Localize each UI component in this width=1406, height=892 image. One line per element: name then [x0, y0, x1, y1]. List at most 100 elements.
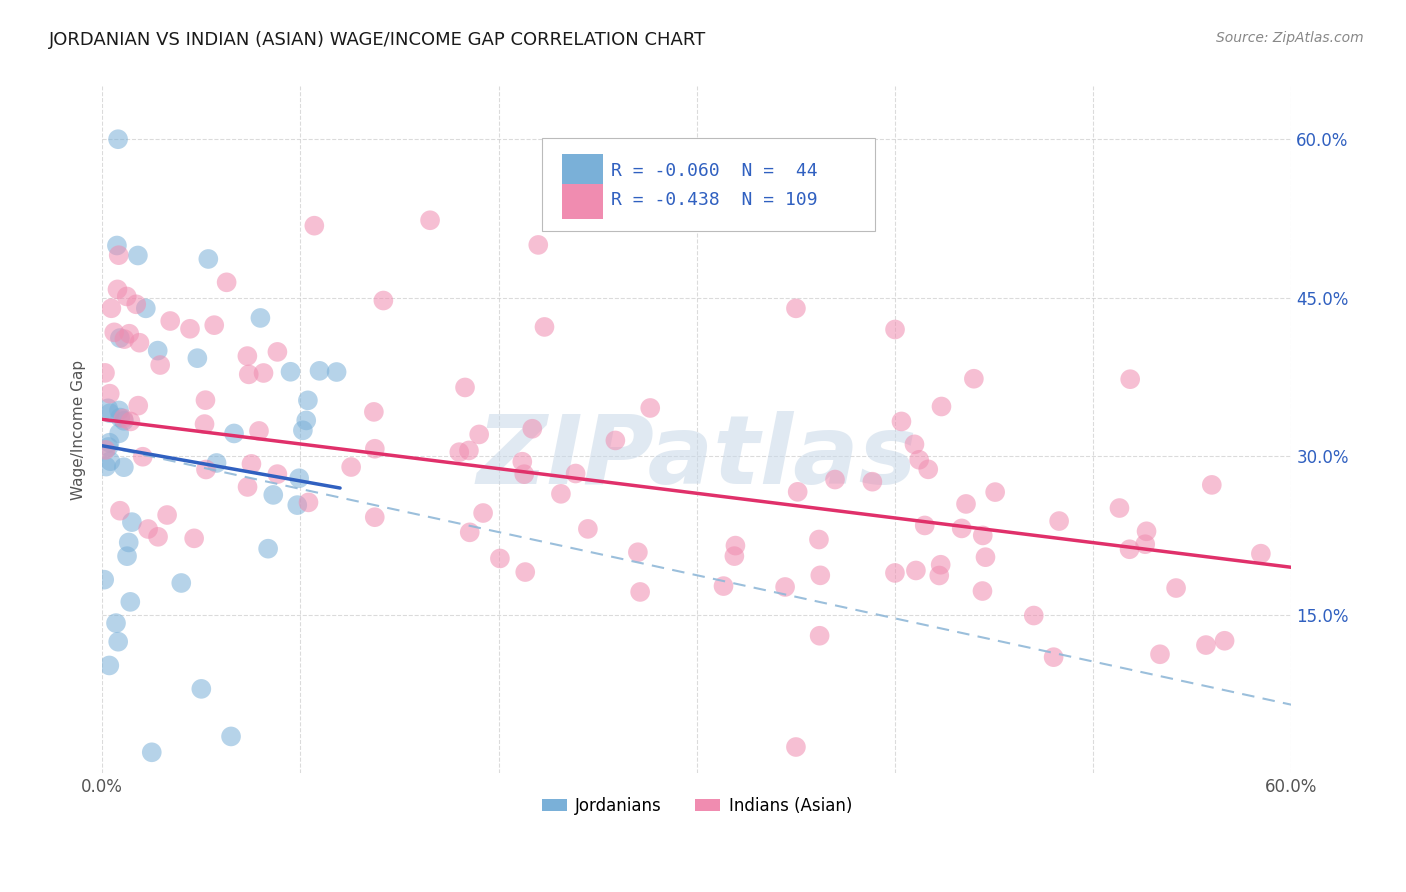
- Text: Source: ZipAtlas.com: Source: ZipAtlas.com: [1216, 31, 1364, 45]
- Point: [527, 238, 550, 252]
- Point: [974, 550, 997, 565]
- Point: [522, 422, 544, 436]
- Legend: Jordanians, Indians (Asian): Jordanians, Indians (Asian): [533, 789, 860, 823]
- Point: [205, 456, 228, 470]
- Point: [112, 411, 135, 425]
- Point: [1149, 647, 1171, 661]
- Point: [489, 551, 512, 566]
- Point: [576, 522, 599, 536]
- Point: [458, 443, 481, 458]
- Point: [156, 508, 179, 522]
- Point: [108, 410, 131, 425]
- Point: [458, 525, 481, 540]
- Point: [108, 331, 131, 345]
- Point: [215, 276, 238, 290]
- Point: [454, 380, 477, 394]
- Point: [125, 297, 148, 311]
- Point: [723, 549, 745, 563]
- Point: [190, 681, 212, 696]
- Point: [179, 322, 201, 336]
- Point: [364, 442, 387, 456]
- Point: [1135, 537, 1157, 551]
- Point: [824, 473, 846, 487]
- Point: [108, 504, 131, 518]
- Point: [773, 580, 796, 594]
- Point: [1119, 372, 1142, 386]
- Point: [238, 368, 260, 382]
- Point: [98, 658, 121, 673]
- Point: [186, 351, 208, 366]
- Point: [340, 460, 363, 475]
- Point: [638, 401, 661, 415]
- Point: [107, 132, 129, 146]
- Point: [236, 349, 259, 363]
- Point: [98, 406, 121, 420]
- Point: [364, 510, 387, 524]
- Point: [112, 460, 135, 475]
- FancyBboxPatch shape: [562, 184, 603, 219]
- Point: [132, 450, 155, 464]
- Point: [785, 301, 807, 316]
- Point: [252, 366, 274, 380]
- Point: [257, 541, 280, 556]
- Point: [127, 399, 149, 413]
- Point: [266, 344, 288, 359]
- Point: [121, 515, 143, 529]
- Point: [513, 467, 536, 482]
- Point: [363, 405, 385, 419]
- Point: [890, 414, 912, 428]
- Point: [325, 365, 347, 379]
- Point: [94, 366, 117, 380]
- Point: [197, 252, 219, 266]
- Point: [807, 533, 830, 547]
- Point: [786, 484, 808, 499]
- Point: [105, 238, 128, 252]
- Point: [564, 467, 586, 481]
- Point: [510, 455, 533, 469]
- Point: [515, 565, 537, 579]
- Point: [120, 595, 142, 609]
- Point: [202, 318, 225, 333]
- Point: [627, 545, 650, 559]
- FancyBboxPatch shape: [562, 154, 603, 189]
- Point: [285, 498, 308, 512]
- Point: [1213, 633, 1236, 648]
- FancyBboxPatch shape: [543, 138, 875, 231]
- Text: R = -0.438  N = 109: R = -0.438 N = 109: [612, 191, 818, 209]
- Point: [1201, 478, 1223, 492]
- Point: [917, 462, 939, 476]
- Point: [955, 497, 977, 511]
- Point: [929, 558, 952, 572]
- Point: [128, 335, 150, 350]
- Point: [103, 326, 125, 340]
- Point: [928, 568, 950, 582]
- Point: [146, 343, 169, 358]
- Point: [159, 314, 181, 328]
- Text: ZIPatlas: ZIPatlas: [477, 411, 917, 504]
- Point: [219, 730, 242, 744]
- Point: [97, 401, 120, 416]
- Point: [1022, 608, 1045, 623]
- Point: [112, 414, 135, 428]
- Point: [903, 437, 925, 451]
- Point: [193, 417, 215, 431]
- Point: [108, 403, 131, 417]
- Y-axis label: Wage/Income Gap: Wage/Income Gap: [72, 359, 86, 500]
- Point: [127, 248, 149, 262]
- Point: [449, 445, 471, 459]
- Point: [112, 332, 135, 346]
- Point: [195, 462, 218, 476]
- Point: [884, 322, 907, 336]
- Point: [141, 745, 163, 759]
- Point: [904, 564, 927, 578]
- Point: [308, 364, 330, 378]
- Point: [860, 475, 883, 489]
- Point: [280, 365, 302, 379]
- Point: [908, 452, 931, 467]
- Point: [808, 629, 831, 643]
- Point: [291, 423, 314, 437]
- Point: [120, 414, 142, 428]
- Point: [98, 386, 121, 401]
- Point: [107, 634, 129, 648]
- Point: [1250, 547, 1272, 561]
